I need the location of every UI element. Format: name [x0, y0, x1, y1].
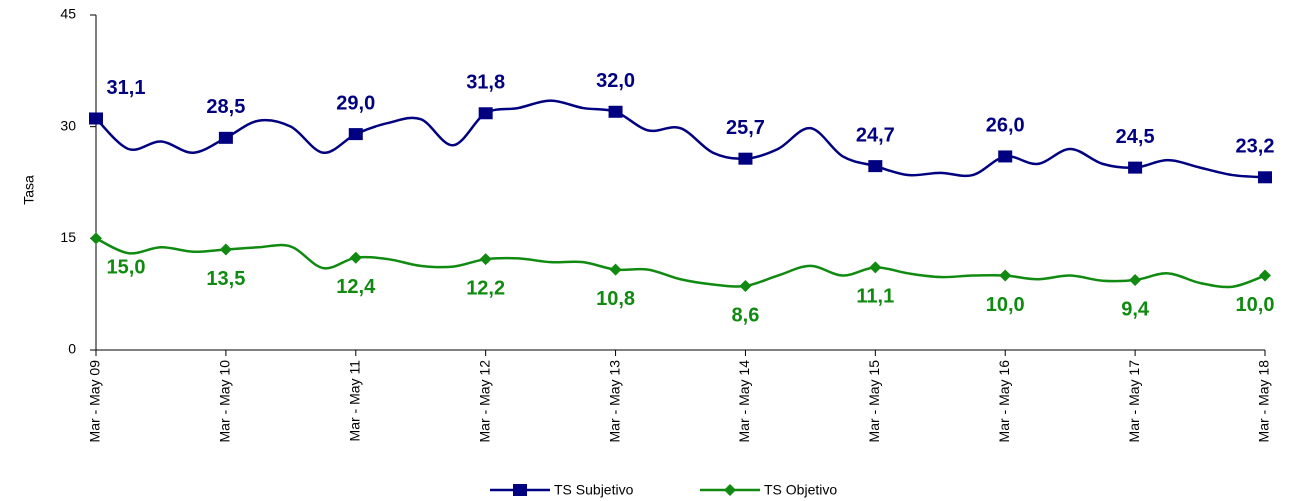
x-tick-label: Mar - May 14 [736, 360, 752, 443]
marker [868, 160, 883, 173]
x-tick-label: Mar - May 11 [346, 360, 362, 442]
data-label: 23,2 [1236, 136, 1275, 158]
data-label: 11,1 [856, 286, 894, 308]
y-axis-label: Tasa [21, 175, 37, 205]
data-label: 12,2 [466, 277, 505, 299]
data-label: 28,5 [206, 96, 245, 118]
x-tick-label: Mar - May 09 [87, 360, 103, 443]
marker [90, 232, 102, 245]
y-tick-label: 0 [68, 341, 76, 357]
x-tick-label: Mar - May 18 [1256, 360, 1272, 443]
marker [218, 131, 233, 144]
marker [1129, 274, 1142, 287]
series-line [95, 99, 1266, 179]
marker [738, 152, 753, 165]
x-tick-label: Mar - May 12 [476, 360, 492, 443]
y-tick-label: 45 [60, 6, 76, 22]
data-label: 15,0 [107, 257, 146, 279]
marker [1258, 171, 1272, 184]
data-label: 10,8 [596, 288, 635, 310]
series-line [95, 237, 1266, 289]
x-tick-label: Mar - May 16 [996, 360, 1012, 443]
marker [219, 243, 232, 256]
x-tick-label: Mar - May 17 [1126, 360, 1142, 443]
x-tick-label: Mar - May 15 [866, 360, 882, 443]
data-label: 13,5 [206, 268, 245, 290]
marker [608, 105, 623, 118]
marker [348, 128, 363, 141]
y-tick-label: 30 [60, 117, 76, 133]
marker [478, 107, 493, 120]
marker [1128, 161, 1143, 174]
marker [998, 150, 1013, 163]
marker [349, 251, 362, 264]
marker [479, 253, 492, 266]
marker [1259, 269, 1271, 282]
data-label: 24,7 [856, 124, 895, 146]
data-label: 31,1 [107, 77, 146, 99]
data-label: 25,7 [726, 117, 765, 139]
data-label: 8,6 [732, 304, 760, 326]
marker [999, 269, 1012, 282]
data-label: 29,0 [336, 92, 375, 114]
data-label: 32,0 [596, 70, 635, 92]
marker [609, 263, 622, 276]
legend-label: TS Subjetivo [554, 482, 634, 498]
marker [89, 112, 103, 125]
legend-label: TS Objetivo [764, 482, 837, 498]
data-label: 10,0 [1236, 294, 1275, 316]
data-label: 10,0 [986, 294, 1025, 316]
data-label: 31,8 [466, 72, 505, 94]
x-tick-label: Mar - May 10 [217, 360, 233, 443]
data-label: 9,4 [1121, 298, 1150, 320]
marker [869, 261, 882, 274]
data-label: 26,0 [986, 115, 1025, 137]
data-label: 12,4 [336, 276, 376, 298]
marker [739, 279, 752, 292]
y-tick-label: 15 [60, 229, 76, 245]
marker [513, 484, 527, 496]
data-label: 24,5 [1116, 126, 1155, 148]
x-tick-label: Mar - May 13 [606, 360, 622, 443]
marker [724, 484, 736, 496]
